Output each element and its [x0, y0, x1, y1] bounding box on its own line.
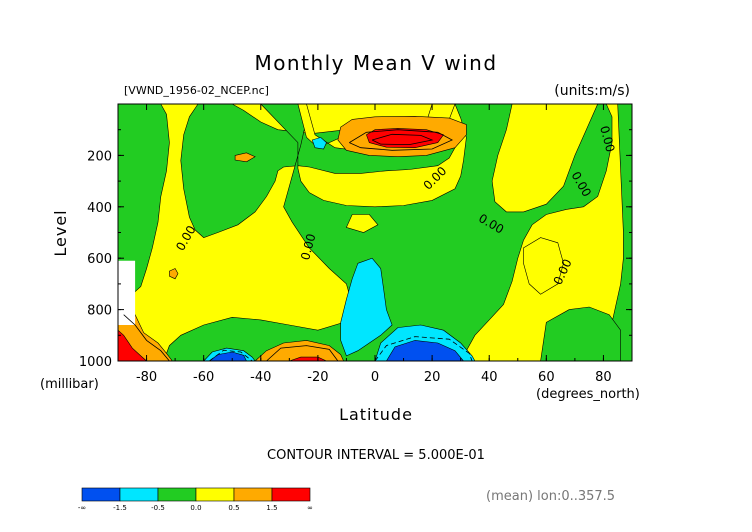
plot-area: 0.00 0.000.000.000.000.000.00	[117, 103, 633, 362]
colorbar-label: -∞	[78, 504, 86, 512]
x-tick-label: 40	[481, 370, 498, 385]
y-tick-label: 400	[87, 201, 112, 216]
x-tick-label: 80	[595, 370, 612, 385]
x-tick-label: 20	[424, 370, 441, 385]
contour-region-red-upper	[366, 128, 444, 149]
averaging-text: (mean) lon:0..357.5	[486, 489, 615, 504]
y-tick-label: 200	[87, 149, 112, 164]
contour-region-orange-blob-a	[234, 152, 256, 163]
file-label: [VWND_1956-02_NCEP.nc]	[124, 84, 269, 97]
y-axis: 200 400 600 800 1000	[79, 129, 632, 370]
colorbar-swatch	[119, 487, 159, 502]
contour-lines	[123, 129, 473, 362]
contour-region-cyan-upper	[311, 137, 327, 150]
contour-line-5	[123, 314, 170, 362]
x-tick-label: 0	[371, 370, 379, 385]
y-tick-label: 1000	[79, 355, 112, 370]
y-axis-label: Level	[51, 209, 70, 256]
contour-label: 0.00	[298, 232, 318, 261]
contour-line-4	[266, 345, 339, 362]
x-axis-label: Latitude	[339, 405, 413, 424]
x-tick-label: -80	[136, 370, 157, 385]
colorbar-label: -1.5	[113, 504, 127, 512]
colorbar-swatch	[81, 487, 121, 502]
colorbar-label: ∞	[307, 504, 313, 512]
colorbar-swatch	[271, 487, 311, 502]
x-tick-label: -20	[307, 370, 328, 385]
contour-line-3	[209, 349, 253, 362]
x-axis: -80 -60 -40 -20 0 20 40 60 80	[117, 104, 633, 385]
contour-line-2	[374, 336, 473, 362]
contour-region-yellow-right-mid	[491, 103, 599, 213]
y-tick-label: 800	[87, 304, 112, 319]
contour-label: 0.00	[597, 124, 617, 153]
colorbar: -∞ -1.5 -0.5 0.0 0.5 1.5 ∞	[78, 487, 313, 512]
colorbar-label: 0.5	[228, 504, 239, 512]
contour-region-orange-bottom-mid	[254, 340, 345, 362]
contour-region-yellow-right-lower	[523, 237, 564, 295]
colorbar-swatch	[195, 487, 235, 502]
colorbar-swatch	[233, 487, 273, 502]
y-tick-label: 600	[87, 252, 112, 267]
colorbar-label: 1.5	[266, 504, 277, 512]
contour-line-0	[349, 129, 454, 151]
colorbar-swatch	[157, 487, 197, 502]
chart-title: Monthly Mean V wind	[254, 51, 497, 75]
filled-contour-regions	[117, 103, 633, 362]
x-tick-label: -60	[193, 370, 214, 385]
y-axis-units: (millibar)	[40, 377, 99, 392]
colorbar-label: 0.0	[190, 504, 201, 512]
contour-line-1	[371, 133, 434, 146]
x-tick-label: -40	[250, 370, 271, 385]
contour-region-yellow-inner-central	[345, 214, 379, 233]
x-tick-label: 60	[538, 370, 555, 385]
contour-region-orange-blob-b	[169, 268, 179, 280]
x-axis-units: (degrees_north)	[536, 387, 640, 402]
missing-data-lowlevel-pole	[118, 260, 136, 325]
contour-interval-text: CONTOUR INTERVAL = 5.000E-01	[267, 448, 485, 463]
colorbar-label: -0.5	[151, 504, 165, 512]
units-label: (units:m/s)	[554, 83, 630, 99]
contour-region-cyan-central	[340, 257, 393, 357]
